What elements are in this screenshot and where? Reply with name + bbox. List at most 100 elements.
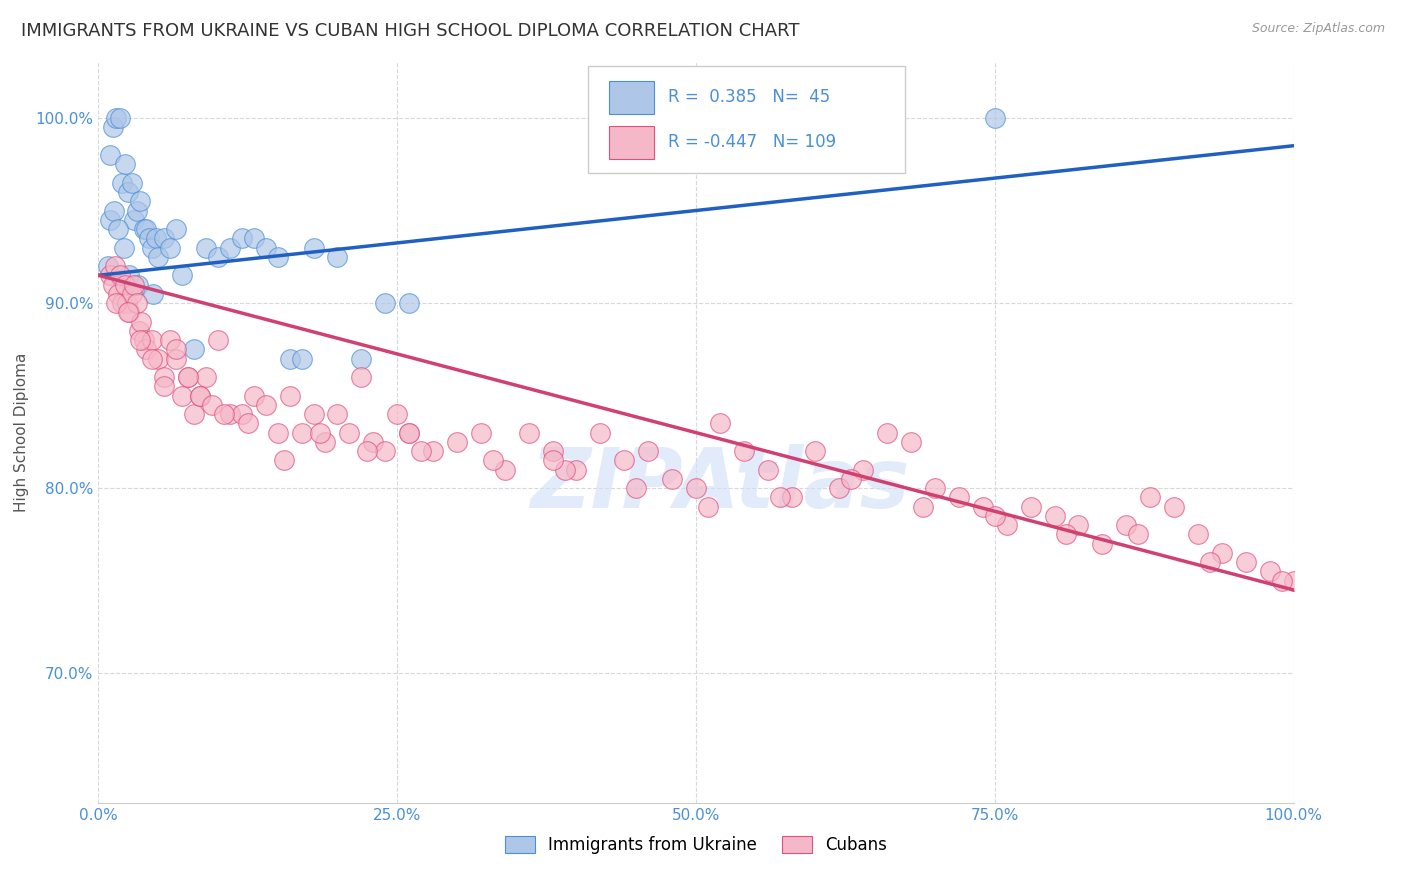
Point [188,388,211,402]
Point [308,425,330,440]
Point [841,472,863,486]
Point [125,203,148,218]
Point [302,407,325,421]
Point [118,268,141,283]
Text: ZIPAtlas: ZIPAtlas [530,444,910,525]
FancyBboxPatch shape [589,66,905,173]
Point [148,250,170,264]
Point [138,231,160,245]
Point [385,407,409,421]
Point [177,370,200,384]
Point [98,148,122,162]
Point [1187,527,1209,541]
Point [236,417,259,431]
Point [159,240,181,254]
Point [685,481,707,495]
Point [97,259,120,273]
Point [107,286,129,301]
Point [254,398,277,412]
Point [105,111,128,125]
Point [111,296,134,310]
Text: IMMIGRANTS FROM UKRAINE VS CUBAN HIGH SCHOOL DIPLOMA CORRELATION CHART: IMMIGRANTS FROM UKRAINE VS CUBAN HIGH SC… [21,22,800,40]
Point [231,231,253,245]
Point [278,388,301,402]
Point [972,500,994,514]
Point [541,444,564,458]
Point [111,176,134,190]
Point [326,407,349,421]
Point [188,388,211,402]
Point [165,343,187,357]
Point [1128,527,1150,541]
Point [1258,565,1281,579]
Point [254,240,277,254]
Point [733,444,755,458]
Point [172,268,194,283]
Text: Source: ZipAtlas.com: Source: ZipAtlas.com [1251,22,1385,36]
Point [104,259,127,273]
Point [135,222,157,236]
Point [1139,491,1161,505]
Point [114,277,136,292]
Point [326,250,349,264]
Point [101,277,124,292]
Point [517,425,540,440]
Point [207,333,229,347]
Point [195,240,218,254]
Point [231,407,253,421]
Point [613,453,636,467]
Point [411,444,433,458]
Point [494,462,516,476]
Point [98,212,122,227]
Point [243,388,266,402]
Point [108,268,131,283]
Point [554,462,576,476]
Point [1043,508,1066,523]
Point [219,240,242,254]
Point [153,370,176,384]
Point [103,203,125,218]
Point [804,444,827,458]
Point [291,425,314,440]
Point [398,296,420,310]
Point [350,351,373,366]
Point [267,425,290,440]
Point [177,370,200,384]
Point [995,518,1018,533]
Point [172,388,194,402]
Point [105,296,128,310]
Point [661,472,683,486]
Point [1199,555,1222,569]
Point [541,453,564,467]
Point [398,425,420,440]
Point [141,351,163,366]
Point [128,324,150,338]
Point [1163,500,1185,514]
Point [132,222,155,236]
Point [565,462,588,476]
Point [302,240,325,254]
Point [422,444,444,458]
Point [159,333,181,347]
Point [273,453,295,467]
Point [201,398,224,412]
Point [482,453,505,467]
Point [118,305,141,319]
Point [398,425,420,440]
Point [107,222,129,236]
Point [697,500,720,514]
Point [315,434,337,449]
Text: R =  0.385   N=  45: R = 0.385 N= 45 [668,88,831,106]
Point [900,434,922,449]
Point [984,508,1007,523]
Point [127,277,149,292]
Point [98,268,122,283]
Point [129,194,152,209]
Point [121,286,143,301]
Point [145,231,167,245]
Point [948,491,970,505]
Point [828,481,851,495]
Point [1115,518,1137,533]
Point [207,250,229,264]
Point [626,481,648,495]
